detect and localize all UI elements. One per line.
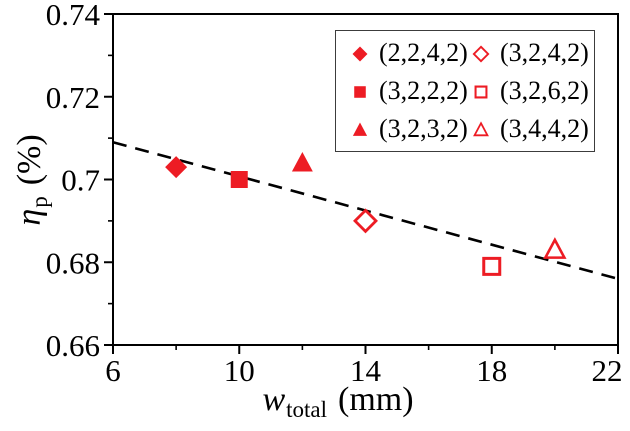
x-tick-label: 10 xyxy=(224,353,255,388)
y-axis-unit: (%) xyxy=(11,134,48,186)
legend-entry: (2,2,4,2) xyxy=(349,34,470,72)
x-axis-unit: (mm) xyxy=(338,381,414,418)
marker-filled-square xyxy=(354,86,366,98)
legend-marker-open-diamond-icon xyxy=(472,45,490,63)
marker-filled-triangle xyxy=(291,151,313,172)
y-axis-subscript: p xyxy=(27,196,52,208)
x-axis-variable: w xyxy=(262,381,286,418)
legend-marker-filled-diamond-icon xyxy=(352,46,368,62)
x-tick-label: 22 xyxy=(592,353,623,388)
legend: (2,2,4,2) (3,2,4,2) (3,2,2,2) (3,2,6,2) (3,2… xyxy=(335,30,595,152)
legend-marker-open-square-icon xyxy=(474,85,488,99)
marker-open-square xyxy=(482,256,502,276)
marker-filled-diamond xyxy=(352,46,368,62)
legend-marker-open-triangle-icon xyxy=(473,121,489,137)
marker-open-diamond xyxy=(353,208,378,234)
y-tick-label: 0.74 xyxy=(46,0,101,32)
legend-label: (3,2,4,2) xyxy=(500,38,589,67)
marker-filled-diamond xyxy=(165,156,188,179)
legend-label: (3,2,2,2) xyxy=(379,76,468,105)
y-tick-label: 0.68 xyxy=(46,245,100,280)
legend-entry: (3,2,3,2) xyxy=(349,110,470,148)
legend-label: (3,2,3,2) xyxy=(379,114,468,143)
x-axis-subscript: total xyxy=(286,397,328,422)
legend-entry: (3,4,4,2) xyxy=(470,110,594,148)
legend-entry: (3,2,6,2) xyxy=(470,72,594,110)
marker-filled-triangle xyxy=(352,122,368,136)
x-axis-label: wtotal (mm) xyxy=(138,381,538,422)
marker-open-triangle xyxy=(543,237,567,259)
data-points xyxy=(165,151,567,276)
legend-label: (3,4,4,2) xyxy=(500,114,589,143)
marker-open-triangle xyxy=(473,121,489,137)
legend-label: (2,2,4,2) xyxy=(379,38,468,67)
x-tick-label: 6 xyxy=(105,353,121,388)
y-tick-label: 0.72 xyxy=(46,80,100,115)
y-axis-variable: η xyxy=(11,208,48,226)
legend-marker-filled-square-icon xyxy=(354,86,366,98)
legend-entry: (3,2,2,2) xyxy=(349,72,470,110)
y-tick-label: 0.66 xyxy=(46,328,100,363)
y-axis: 0.66 0.68 0.7 0.72 0.74 xyxy=(46,0,113,363)
x-tick-label: 14 xyxy=(350,353,382,388)
legend-entry: (3,2,4,2) xyxy=(470,34,594,72)
y-axis-label: ηp (%) xyxy=(11,90,55,270)
legend-marker-filled-triangle-icon xyxy=(352,122,368,136)
x-tick-label: 18 xyxy=(476,353,507,388)
legend-label: (3,2,6,2) xyxy=(500,76,589,105)
x-axis: 6 10 14 18 22 xyxy=(105,345,623,388)
marker-filled-square xyxy=(230,171,248,188)
marker-open-diamond xyxy=(472,45,490,63)
y-tick-label: 0.7 xyxy=(61,163,100,198)
marker-open-square xyxy=(474,85,488,99)
